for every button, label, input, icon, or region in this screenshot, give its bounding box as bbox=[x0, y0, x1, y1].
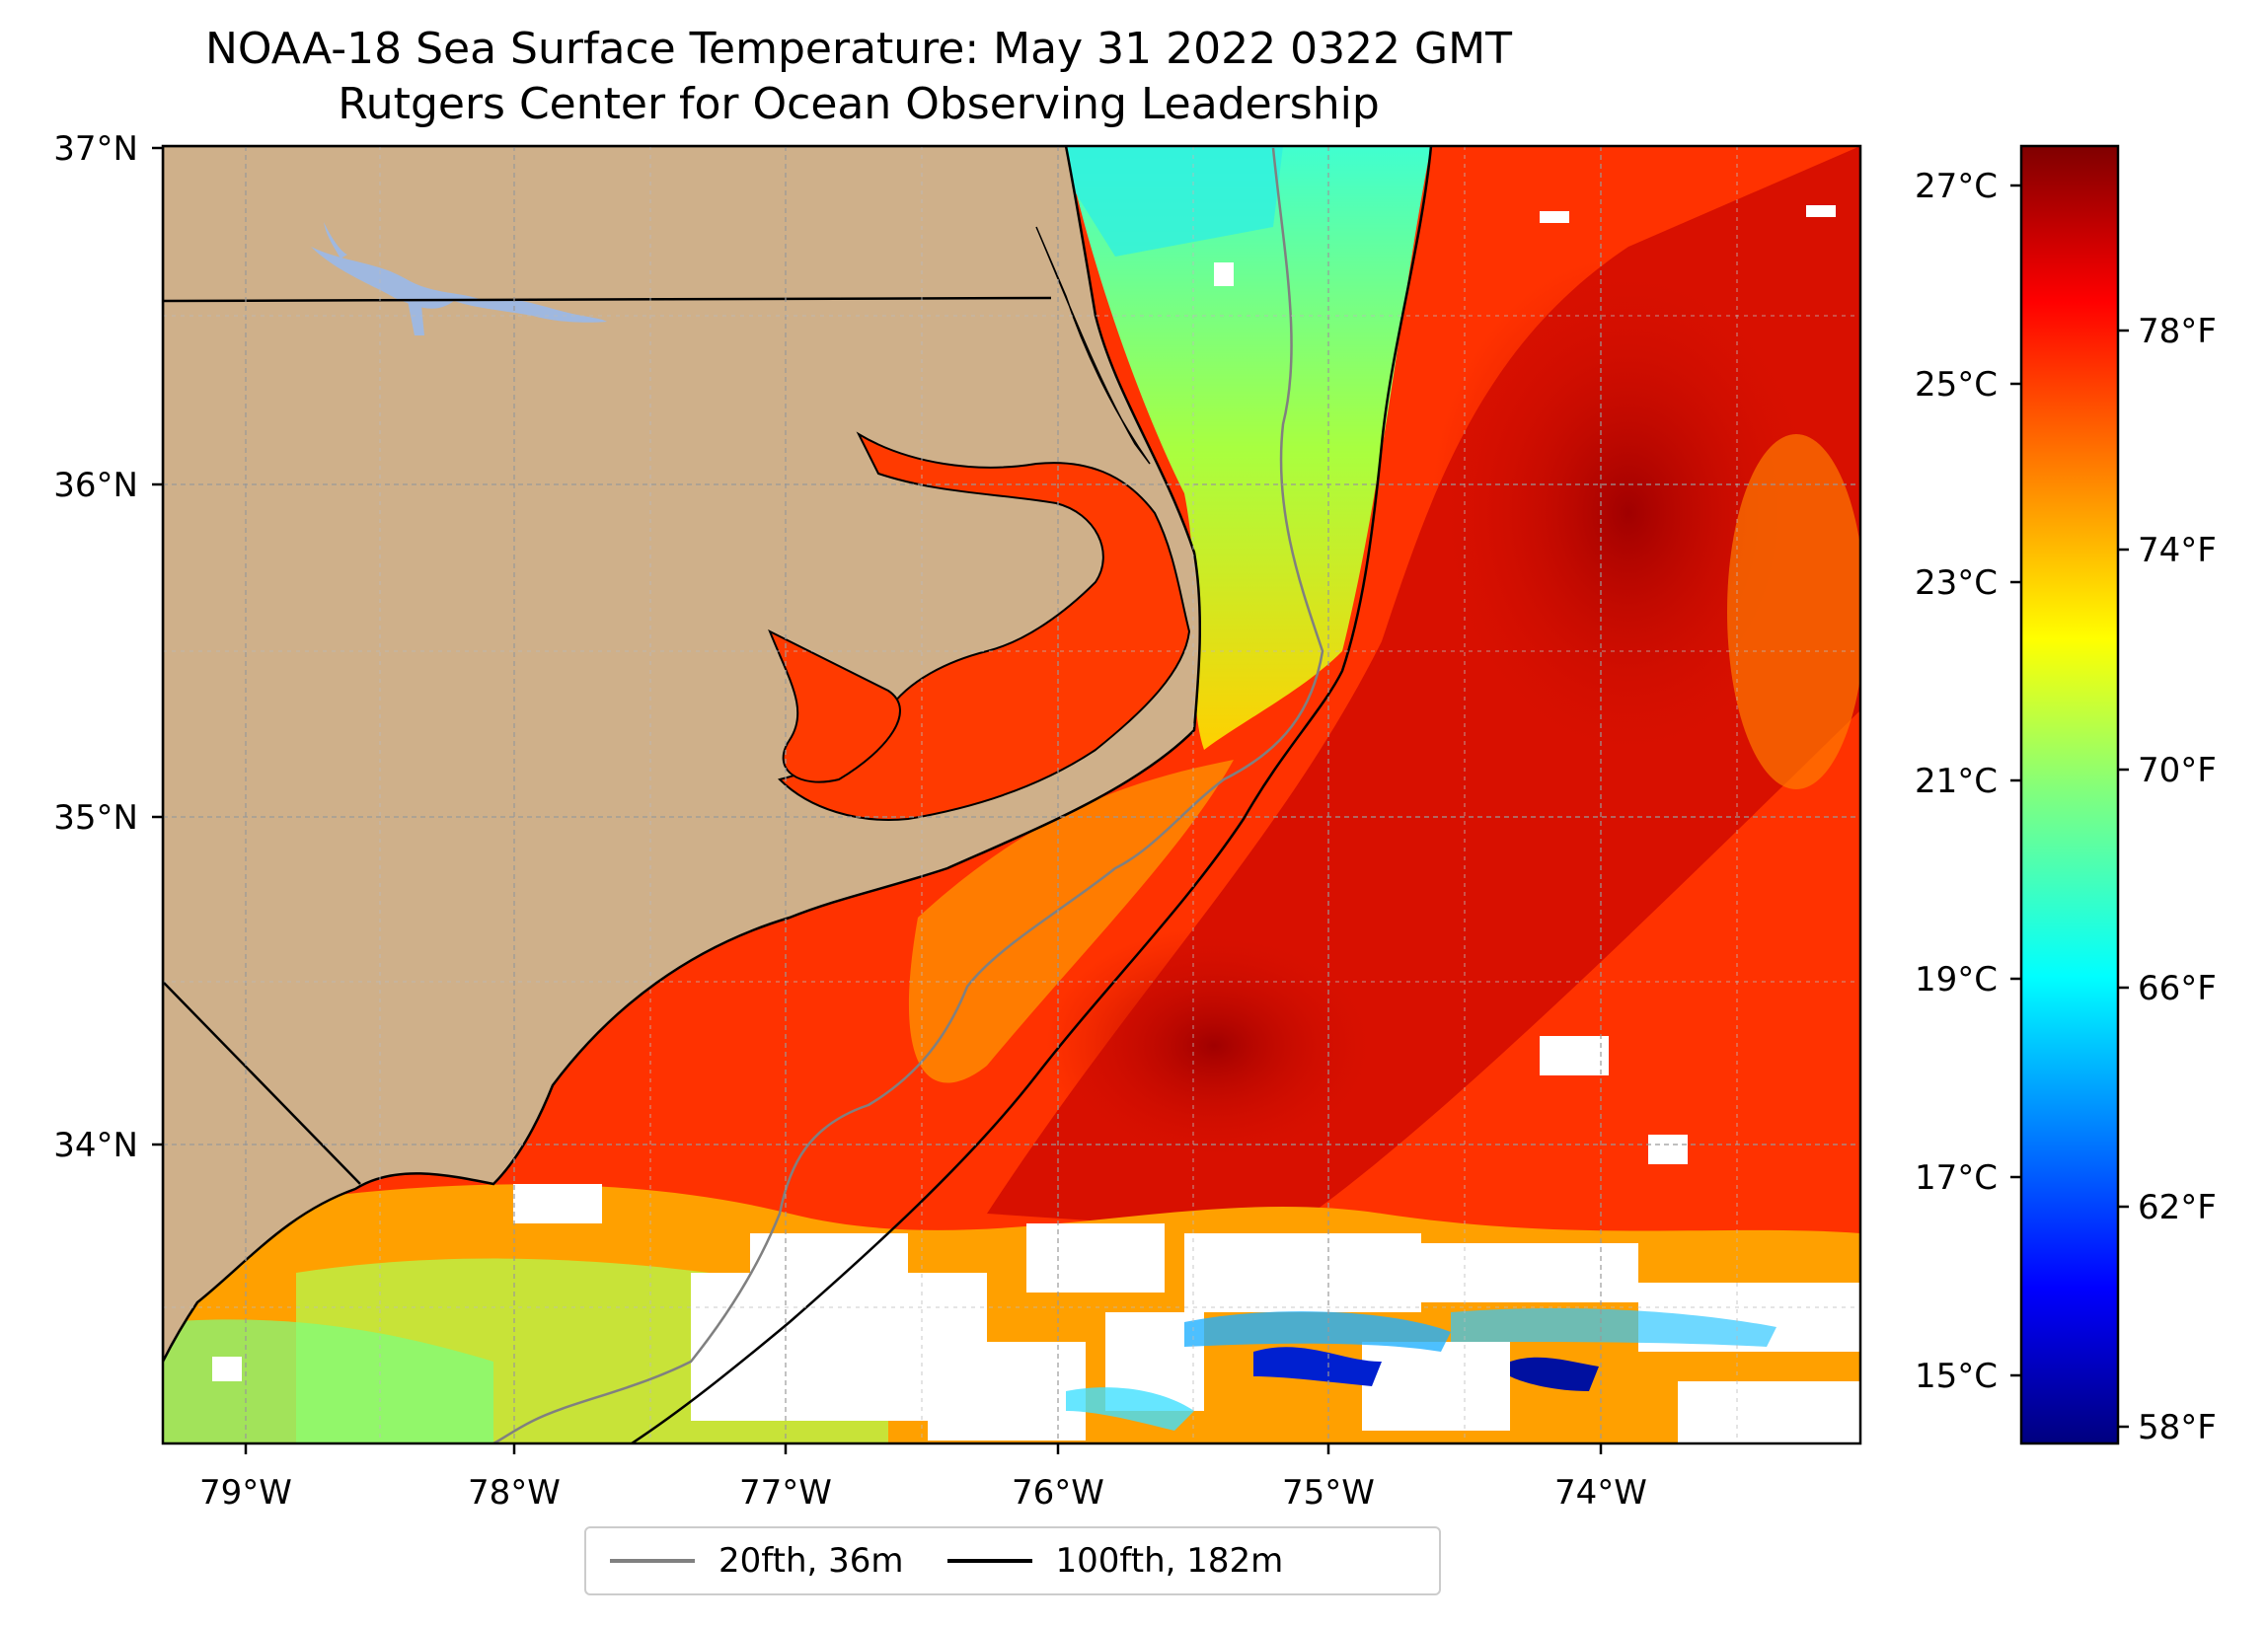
lon-tick-label: 78°W bbox=[468, 1473, 561, 1513]
celsius-tick-label: 19°C bbox=[1915, 960, 1998, 999]
celsius-tick-label: 17°C bbox=[1915, 1158, 1998, 1198]
fahrenheit-tick-label: 78°F bbox=[2138, 312, 2217, 351]
legend-line-gray bbox=[610, 1559, 695, 1563]
lat-tick-label: 34°N bbox=[53, 1126, 138, 1165]
fahrenheit-tick-label: 62°F bbox=[2138, 1188, 2217, 1227]
colorbar bbox=[2021, 146, 2118, 1443]
lon-tick-label: 79°W bbox=[199, 1473, 292, 1513]
legend-line-black bbox=[946, 1559, 1032, 1563]
celsius-tick-label: 27°C bbox=[1915, 167, 1998, 206]
fahrenheit-tick-label: 66°F bbox=[2138, 969, 2217, 1008]
map-gridlines bbox=[163, 146, 1860, 1443]
legend-item-20fth: 20fth, 36m bbox=[610, 1541, 904, 1581]
isobath-legend: 20fth, 36m 100fth, 182m bbox=[584, 1526, 1441, 1595]
map-subtitle: Rutgers Center for Ocean Observing Leade… bbox=[338, 79, 1380, 129]
map-minor-gridlines bbox=[163, 146, 1860, 1443]
sst-field bbox=[163, 146, 1860, 1443]
lon-tick-label: 75°W bbox=[1282, 1473, 1375, 1513]
lon-tick-label: 76°W bbox=[1012, 1473, 1104, 1513]
fahrenheit-tick-label: 70°F bbox=[2138, 751, 2217, 790]
lat-tick-label: 35°N bbox=[53, 798, 138, 838]
lon-tick-label: 77°W bbox=[739, 1473, 832, 1513]
celsius-tick-label: 23°C bbox=[1915, 563, 1998, 603]
fahrenheit-tick-label: 58°F bbox=[2138, 1408, 2217, 1447]
lat-tick-label: 37°N bbox=[53, 129, 138, 169]
celsius-tick-label: 25°C bbox=[1915, 365, 1998, 405]
lon-tick-label: 74°W bbox=[1554, 1473, 1647, 1513]
fahrenheit-tick-label: 74°F bbox=[2138, 531, 2217, 570]
map-frame bbox=[161, 144, 1862, 1445]
axis-ticks bbox=[152, 146, 1603, 1454]
legend-label: 20fth, 36m bbox=[718, 1541, 904, 1581]
celsius-tick-label: 21°C bbox=[1915, 762, 1998, 801]
celsius-tick-label: 15°C bbox=[1915, 1357, 1998, 1396]
legend-label: 100fth, 182m bbox=[1055, 1541, 1284, 1581]
lat-tick-label: 36°N bbox=[53, 466, 138, 505]
legend-item-100fth: 100fth, 182m bbox=[946, 1541, 1284, 1581]
colorbar-ticks bbox=[2010, 184, 2129, 1429]
map-title: NOAA-18 Sea Surface Temperature: May 31 … bbox=[205, 24, 1512, 74]
